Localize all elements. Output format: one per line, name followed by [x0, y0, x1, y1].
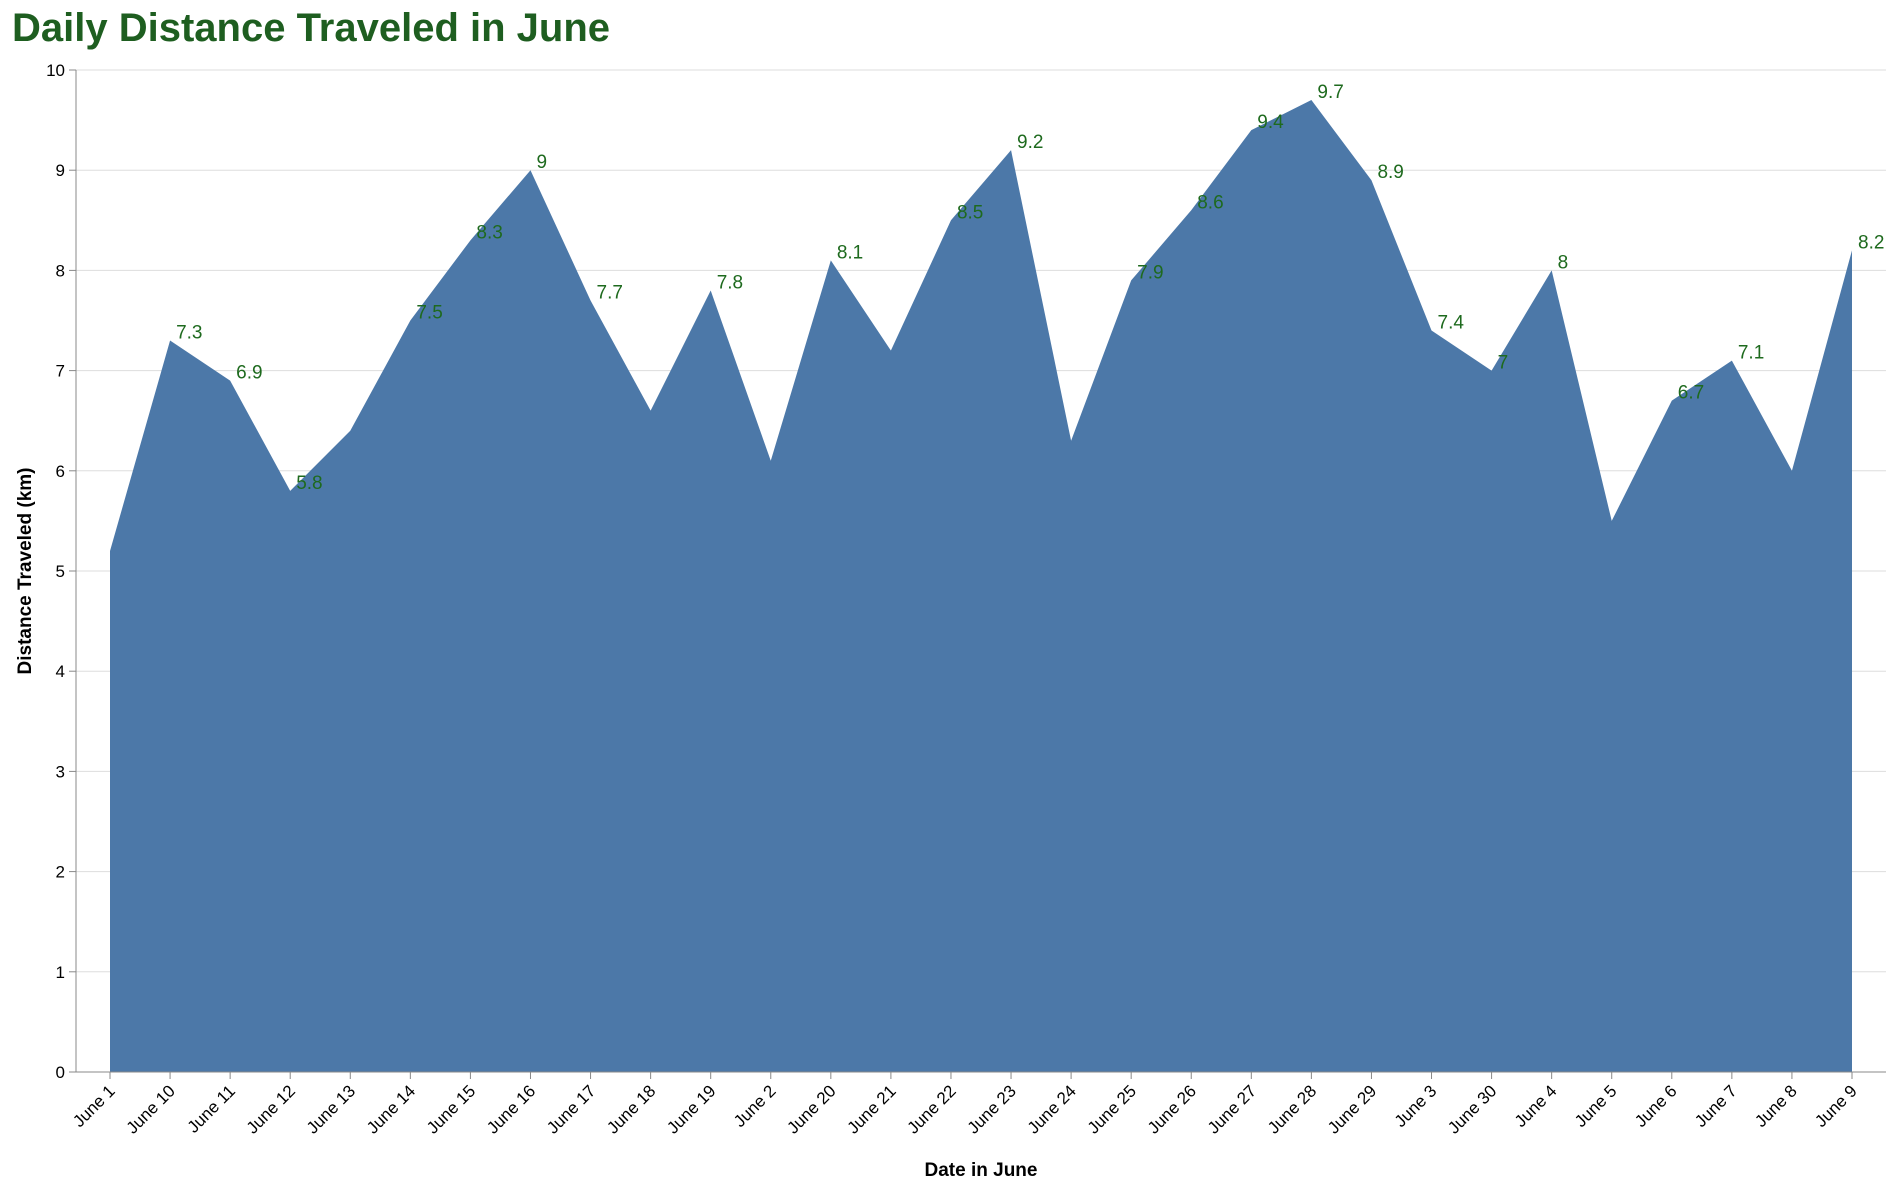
y-tick-label: 7	[56, 362, 65, 381]
data-label: 8.5	[957, 202, 983, 223]
x-tick-label: June 2	[730, 1081, 780, 1131]
data-label: 9.4	[1257, 112, 1284, 133]
x-tick-label: June 26	[1144, 1081, 1200, 1137]
x-tick-label: June 20	[783, 1081, 839, 1137]
data-label: 9	[536, 152, 547, 173]
area-series	[110, 100, 1852, 1072]
x-tick-label: June 23	[964, 1081, 1020, 1137]
x-tick-label: June 15	[423, 1081, 479, 1137]
data-label: 8	[1558, 252, 1569, 273]
data-label: 7.4	[1438, 313, 1465, 334]
x-tick-label: June 13	[303, 1081, 359, 1137]
x-tick-label: June 17	[543, 1081, 599, 1137]
data-label: 7.8	[717, 272, 743, 293]
data-label: 9.2	[1017, 132, 1043, 153]
data-label: 7.3	[176, 323, 202, 344]
data-label: 7.7	[597, 282, 623, 303]
data-label: 8.3	[476, 222, 502, 243]
x-tick-label: June 8	[1751, 1081, 1801, 1131]
x-tick-label: June 5	[1571, 1081, 1621, 1131]
x-tick-label: June 14	[363, 1081, 419, 1137]
x-tick-label: June 19	[663, 1081, 719, 1137]
x-tick-label: June 27	[1204, 1081, 1260, 1137]
data-labels: 7.3 6.9 5.8 7.5 8.3 9 7.7 7.8 8.1 8.5 9.2 7.9 8.6 9.4…	[176, 82, 1884, 494]
y-tick-label: 8	[56, 261, 65, 280]
x-tick-label: June 3	[1391, 1081, 1441, 1131]
x-tick-label: June 7	[1691, 1081, 1741, 1131]
x-tick-label: June 18	[603, 1081, 659, 1137]
y-tick-label: 3	[56, 762, 65, 781]
x-tick-label: June 1	[69, 1081, 119, 1131]
y-tick-label: 2	[56, 863, 65, 882]
data-label: 8.6	[1197, 192, 1223, 213]
data-label: 7	[1498, 353, 1509, 374]
x-tick-label: June 10	[123, 1081, 179, 1137]
data-label: 8.1	[837, 242, 863, 263]
x-tick-label: June 16	[483, 1081, 539, 1137]
chart-title: Daily Distance Traveled in June	[12, 6, 611, 50]
y-tick-label: 6	[56, 462, 65, 481]
y-tick-label: 1	[56, 963, 65, 982]
y-tick-label: 4	[56, 662, 65, 681]
data-label: 8.2	[1858, 232, 1884, 253]
x-tick-label: June 9	[1811, 1081, 1861, 1131]
y-tick-label: 5	[56, 562, 65, 581]
x-tick-label: June 6	[1631, 1081, 1681, 1131]
x-tick-label: June 4	[1511, 1081, 1561, 1131]
x-tick-label: June 11	[184, 1081, 239, 1136]
y-tick-label: 0	[56, 1063, 65, 1082]
x-tick-label: June 21	[844, 1081, 900, 1137]
y-tick-label: 9	[56, 161, 65, 180]
x-axis-title: Date in June	[925, 1160, 1038, 1181]
y-tick-label: 10	[46, 61, 65, 80]
data-label: 6.9	[236, 363, 262, 384]
data-label: 7.5	[416, 303, 442, 324]
x-tick-label: June 25	[1084, 1081, 1140, 1137]
x-tick-label: June 22	[904, 1081, 960, 1137]
x-tick-label: June 29	[1324, 1081, 1380, 1137]
x-tick-label: June 30	[1444, 1081, 1500, 1137]
area-fill	[110, 100, 1852, 1072]
data-label: 8.9	[1377, 162, 1403, 183]
data-label: 9.7	[1317, 82, 1343, 103]
data-label: 6.7	[1678, 383, 1704, 404]
data-label: 5.8	[296, 473, 322, 494]
x-tick-label: June 12	[243, 1081, 299, 1137]
data-label: 7.1	[1738, 343, 1764, 364]
x-tick-label: June 28	[1264, 1081, 1320, 1137]
y-axis-title: Distance Traveled (km)	[15, 468, 36, 675]
data-label: 7.9	[1137, 262, 1163, 283]
x-tick-label: June 24	[1024, 1081, 1080, 1137]
